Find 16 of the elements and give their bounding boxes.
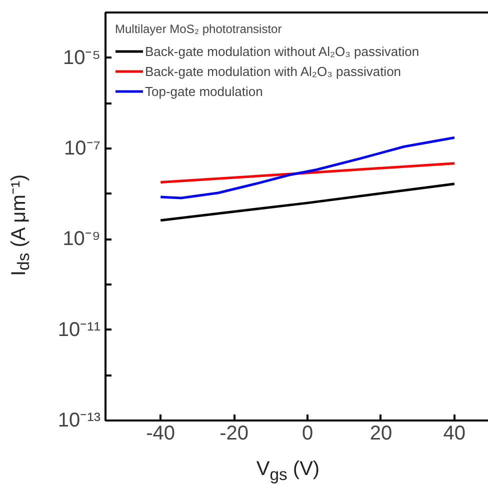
legend-label: Top-gate modulation bbox=[145, 84, 263, 98]
y-tick-label: 10⁻¹¹ bbox=[58, 318, 101, 341]
y-tick-label: 10⁻⁹ bbox=[62, 228, 100, 250]
y-tick-label: 10⁻¹³ bbox=[58, 410, 101, 432]
x-axis-title: V$_{gs}$ (V) bbox=[256, 457, 320, 486]
x-tick-label: 20 bbox=[370, 422, 392, 444]
line-series bbox=[159, 136, 456, 200]
y-tick-label: 10⁻⁷ bbox=[64, 138, 100, 160]
x-tick-label: 40 bbox=[443, 422, 466, 444]
legend-label: Back-gate modulation without Al₂O₃ passivation bbox=[145, 44, 420, 58]
x-tick-label: 0 bbox=[302, 422, 314, 444]
y-tick-label: 10⁻⁵ bbox=[62, 46, 101, 69]
x-tick-label: -20 bbox=[220, 422, 249, 444]
legend-title: Multilayer MoS₂ phototransistor bbox=[115, 22, 283, 36]
legend-label: Back-gate modulation with Al₂O₃ passivation bbox=[145, 64, 402, 78]
x-tick-label: -40 bbox=[146, 422, 176, 444]
